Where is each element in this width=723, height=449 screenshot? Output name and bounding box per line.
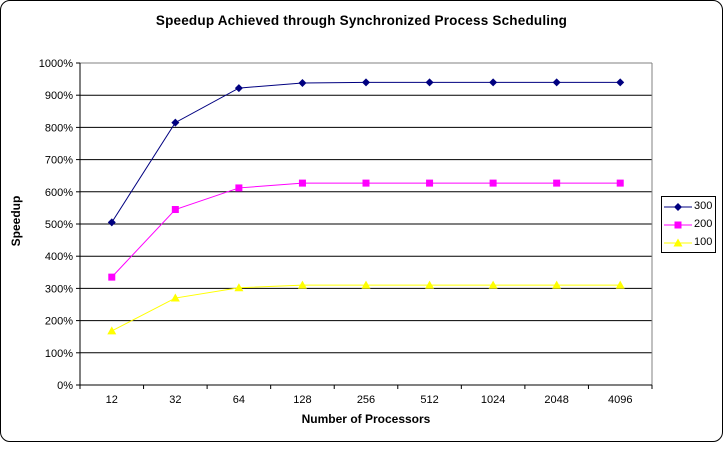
x-tick-label: 4096 [608,394,632,406]
data-point-marker [615,280,625,289]
y-tick-label: 800% [45,122,73,134]
data-point-marker [107,218,116,227]
data-point-marker [234,283,244,292]
data-point-marker [297,280,307,289]
x-tick-label: 1024 [481,394,505,406]
x-tick-label: 2048 [544,394,568,406]
legend-item-300: 300 [662,198,715,215]
y-tick-label: 1000% [39,58,73,70]
data-point-marker [235,184,243,192]
data-point-marker [361,280,371,289]
data-point-marker [234,84,243,93]
chart-title: Speedup Achieved through Synchronized Pr… [155,13,568,28]
y-tick-label: 300% [45,283,73,295]
legend-item-100: 100 [662,234,715,251]
legend-marker-square-icon [664,221,692,228]
data-point-marker [362,179,370,187]
y-tick-label: 100% [45,348,73,360]
data-point-marker [616,78,625,87]
x-tick-label: 32 [169,394,181,406]
data-point-marker [552,78,561,87]
x-tick-label: 12 [106,394,118,406]
data-point-marker [107,326,117,335]
x-tick-label: 512 [420,394,438,406]
legend-item-200: 200 [662,216,715,233]
data-point-marker [488,280,498,289]
data-point-marker [425,280,435,289]
legend-marker-diamond-icon [664,202,692,211]
y-tick-label: 700% [45,155,73,167]
x-tick-label: 64 [233,394,245,406]
data-point-marker [298,179,306,187]
data-point-marker [108,273,116,281]
y-tick-label: 200% [45,316,73,328]
series-line-100 [111,284,621,332]
legend-label: 300 [694,200,713,212]
y-tick-label: 400% [45,251,73,263]
data-point-marker [425,78,434,87]
data-point-marker [426,179,434,187]
series-line-300 [111,81,621,223]
y-tick-label: 900% [45,90,73,102]
y-tick-label: 500% [45,219,73,231]
data-point-marker [171,206,179,214]
legend-label: 200 [694,218,713,230]
data-point-marker [170,293,180,302]
data-point-marker [616,179,624,187]
series-line-200 [111,182,621,278]
x-tick-label: 256 [357,394,375,406]
x-axis-title: Number of Processors [301,412,431,426]
data-point-marker [362,78,370,87]
legend-marker-triangle-icon [664,238,692,246]
data-point-marker [552,280,562,289]
data-point-marker [171,118,180,127]
data-point-marker [553,179,561,187]
data-point-marker [489,78,498,87]
y-tick-label: 600% [45,187,73,199]
data-point-marker [489,179,497,187]
y-tick-label: 0% [57,380,73,392]
data-point-marker [298,78,307,87]
legend-label: 100 [694,236,713,248]
x-tick-label: 128 [293,394,311,406]
legend: 300 200 100 [661,196,716,253]
